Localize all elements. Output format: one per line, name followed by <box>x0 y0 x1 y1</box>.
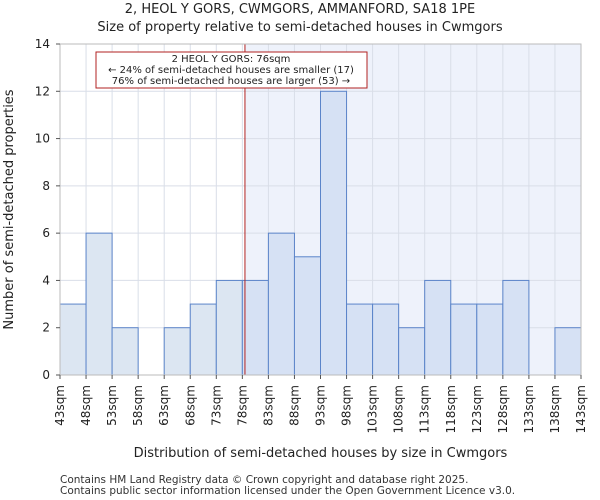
annotation-line-1: 2 HEOL Y GORS: 76sqm <box>172 54 291 65</box>
bars <box>59 90 582 376</box>
bar-78sqm <box>241 279 269 376</box>
bar-43sqm <box>59 303 87 376</box>
x-tick-label: 93sqm <box>314 385 328 426</box>
y-axis-title: Number of semi-detached properties <box>2 89 17 329</box>
x-tick-label: 108sqm <box>392 385 406 433</box>
bar-93sqm <box>320 90 348 376</box>
bar-53sqm <box>111 327 139 376</box>
x-tick-label: 133sqm <box>522 385 536 433</box>
x-tick-label: 123sqm <box>470 385 484 433</box>
footer-copyright: Contains HM Land Registry data © Crown c… <box>60 474 469 486</box>
y-tick-label: 2 <box>42 321 50 335</box>
bar-68sqm <box>189 303 217 376</box>
footer-licence: Contains public sector information licen… <box>60 485 516 497</box>
bar-128sqm <box>502 279 530 376</box>
bar-48sqm <box>85 232 113 376</box>
y-tick-label: 0 <box>42 368 50 382</box>
y-axis: 0 2 4 6 8 10 12 14 <box>35 37 60 382</box>
bar-108sqm <box>398 327 426 376</box>
histogram-chart: 0 2 4 6 8 10 12 14 43sqm 48sqm 53sqm 58sqm 63sqm 68s… <box>2 37 588 461</box>
x-tick-label: 128sqm <box>496 385 510 433</box>
chart-subtitle: Size of property relative to semi-detach… <box>97 20 503 35</box>
x-tick-label: 73sqm <box>209 385 223 426</box>
x-tick-label: 78sqm <box>235 385 249 426</box>
y-tick-label: 14 <box>35 37 50 51</box>
bar-83sqm <box>267 232 295 376</box>
x-tick-label: 103sqm <box>366 385 380 433</box>
y-tick-label: 4 <box>42 273 50 287</box>
annotation-frame <box>95 51 368 89</box>
bar-138sqm <box>554 327 582 376</box>
bar-103sqm <box>372 303 400 376</box>
y-tick-label: 10 <box>35 132 50 146</box>
bar-123sqm <box>476 303 504 376</box>
x-axis-title: Distribution of semi-detached houses by … <box>134 446 508 461</box>
x-tick-label: 68sqm <box>183 385 197 426</box>
x-tick-label: 53sqm <box>105 385 119 426</box>
x-axis: 43sqm 48sqm 53sqm 58sqm 63sqm 68sqm 73sqm 78sqm… <box>53 375 588 433</box>
x-tick-label: 113sqm <box>418 385 432 433</box>
x-tick-label: 43sqm <box>53 385 67 426</box>
x-tick-label: 98sqm <box>340 385 354 426</box>
x-tick-label: 88sqm <box>287 385 301 426</box>
y-tick-label: 12 <box>35 84 50 98</box>
bar-88sqm <box>293 256 322 376</box>
bar-118sqm <box>450 303 478 376</box>
bar-98sqm <box>346 303 374 376</box>
chart-title: 2, HEOL Y GORS, CWMGORS, AMMANFORD, SA18… <box>124 2 476 17</box>
x-tick-label: 118sqm <box>444 385 458 433</box>
x-tick-label: 63sqm <box>157 385 171 426</box>
bar-113sqm <box>424 279 452 376</box>
y-tick-label: 6 <box>42 226 50 240</box>
x-tick-label: 138sqm <box>548 385 562 433</box>
x-tick-label: 58sqm <box>131 385 145 426</box>
x-tick-label: 48sqm <box>79 385 93 426</box>
annotation-line-3: 76% of semi-detached houses are larger (… <box>112 76 350 87</box>
bar-63sqm <box>163 327 191 376</box>
annotation-box: 2 HEOL Y GORS: 76sqm ← 24% of semi-detac… <box>95 51 368 89</box>
y-tick-label: 8 <box>42 179 50 193</box>
x-tick-label: 83sqm <box>261 385 275 426</box>
x-tick-label: 143sqm <box>574 385 588 433</box>
bar-73sqm <box>215 279 243 376</box>
annotation-line-2: ← 24% of semi-detached houses are smalle… <box>108 65 354 76</box>
